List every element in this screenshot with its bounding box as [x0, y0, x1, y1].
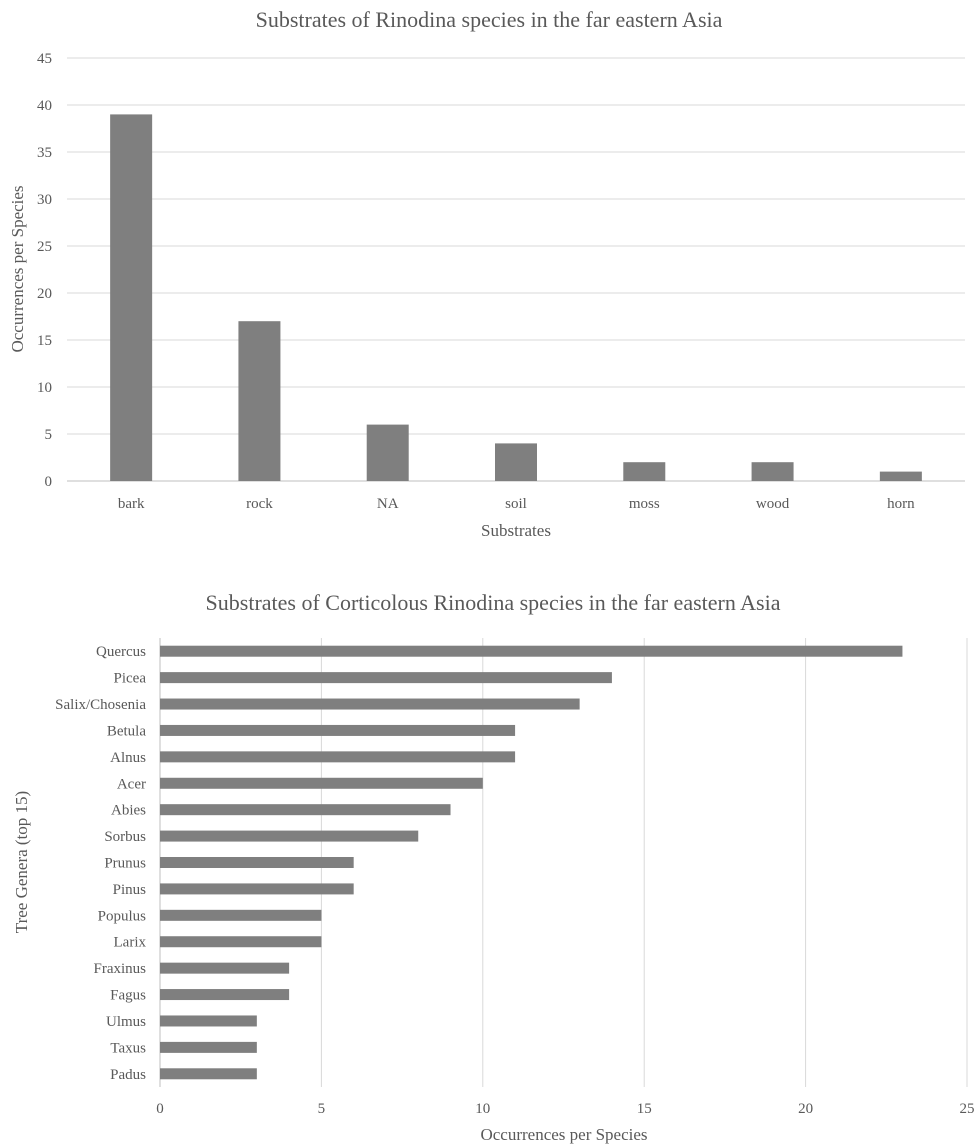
- bar-populus: [160, 909, 322, 921]
- bar-rock: [238, 321, 281, 481]
- y-tick-label: Taxus: [110, 1040, 146, 1056]
- y-tick-label: Betula: [107, 723, 146, 739]
- y-tick-label: Alnus: [110, 750, 146, 766]
- x-tick-labels: bark rock NA soil moss wood horn: [118, 496, 915, 512]
- y-tick-label: Populus: [98, 908, 147, 924]
- y-axis-title: Tree Genera (top 15): [12, 791, 31, 933]
- bar-soil: [495, 443, 537, 481]
- x-tick-label: 5: [318, 1101, 326, 1117]
- corticolous-chart: Substrates of Corticolous Rinodina speci…: [12, 590, 975, 1144]
- y-tick-label: Fraxinus: [94, 961, 147, 977]
- bar-acer: [160, 777, 483, 789]
- x-tick-label: 0: [156, 1101, 164, 1117]
- x-tick-label: rock: [246, 496, 273, 512]
- x-axis-title: Occurrences per Species: [480, 1125, 647, 1144]
- x-tick-label: 20: [798, 1101, 813, 1117]
- bars: [160, 645, 903, 1080]
- bar-horn: [879, 471, 922, 481]
- bar-taxus: [160, 1041, 257, 1053]
- bar-na: [366, 424, 409, 481]
- y-tick-label: 0: [45, 474, 53, 490]
- y-tick-labels: Quercus Picea Salix/Chosenia Betula Alnus Ace…: [55, 644, 146, 1083]
- bar-padus: [160, 1068, 257, 1080]
- bar-abies: [160, 804, 451, 816]
- bar-salix-chosenia: [160, 698, 580, 710]
- bar-bark: [110, 114, 153, 482]
- bars: [110, 114, 922, 482]
- x-tick-label: 15: [637, 1101, 652, 1117]
- bar-moss: [623, 462, 666, 481]
- x-tick-labels: 0 5 10 15 20 25: [156, 1101, 974, 1117]
- y-tick-label: 20: [37, 286, 52, 302]
- x-tick-label: horn: [887, 496, 915, 512]
- x-axis-title: Substrates: [481, 521, 551, 540]
- y-tick-label: Sorbus: [104, 829, 146, 845]
- y-tick-label: 5: [45, 427, 53, 443]
- x-tick-label: bark: [118, 496, 145, 512]
- x-tick-label: soil: [505, 496, 527, 512]
- bar-pinus: [160, 883, 354, 895]
- bar-picea: [160, 672, 612, 684]
- y-tick-label: Picea: [114, 671, 147, 687]
- bar-larix: [160, 936, 322, 948]
- bar-sorbus: [160, 830, 419, 842]
- chart-title: Substrates of Rinodina species in the fa…: [256, 7, 723, 32]
- chart-title: Substrates of Corticolous Rinodina speci…: [206, 590, 781, 615]
- y-tick-label: Fagus: [110, 988, 146, 1004]
- y-tick-label: Quercus: [96, 644, 146, 660]
- y-tick-labels: 0 5 10 15 20 25 30 35 40 45: [37, 51, 52, 490]
- y-tick-label: 35: [37, 145, 52, 161]
- y-tick-label: 10: [37, 380, 52, 396]
- x-tick-label: 25: [960, 1101, 975, 1117]
- y-tick-label: 25: [37, 239, 52, 255]
- y-axis-title: Occurrences per Species: [8, 185, 27, 352]
- y-tick-label: 15: [37, 333, 52, 349]
- x-tick-label: NA: [377, 496, 399, 512]
- bar-fraxinus: [160, 962, 290, 974]
- y-tick-label: 30: [37, 192, 52, 208]
- y-tick-label: 45: [37, 51, 52, 67]
- substrates-chart: Substrates of Rinodina species in the fa…: [8, 7, 965, 540]
- bar-wood: [751, 462, 794, 481]
- bar-alnus: [160, 751, 516, 763]
- x-tick-label: wood: [756, 496, 790, 512]
- x-tick-label: moss: [629, 496, 660, 512]
- bar-ulmus: [160, 1015, 257, 1027]
- x-tick-label: 10: [475, 1101, 490, 1117]
- x-gridlines: [159, 638, 968, 1087]
- y-tick-label: Pinus: [113, 882, 147, 898]
- y-tick-label: Salix/Chosenia: [55, 697, 146, 713]
- y-tick-label: Larix: [114, 935, 147, 951]
- y-tick-label: Prunus: [104, 856, 146, 872]
- bar-betula: [160, 724, 516, 736]
- y-tick-label: 40: [37, 98, 52, 114]
- y-tick-label: Acer: [117, 776, 146, 792]
- y-tick-label: Ulmus: [106, 1014, 146, 1030]
- y-tick-label: Abies: [111, 803, 146, 819]
- y-tick-label: Padus: [110, 1067, 146, 1083]
- bar-quercus: [160, 645, 903, 657]
- y-gridlines: [67, 57, 965, 482]
- bar-fagus: [160, 989, 290, 1001]
- bar-prunus: [160, 857, 354, 868]
